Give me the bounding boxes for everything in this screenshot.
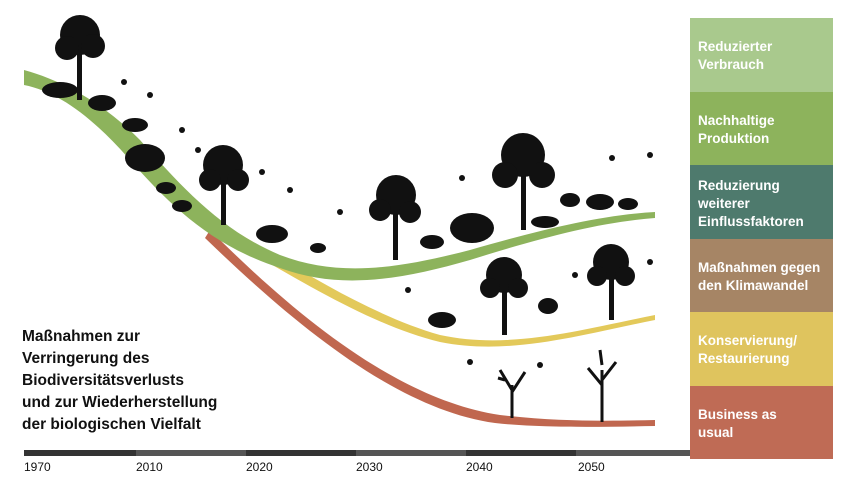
tree-icon xyxy=(587,244,635,320)
title-line: Maßnahmen zur xyxy=(22,328,140,345)
goat-icon xyxy=(618,198,638,210)
tree-icon xyxy=(369,175,421,260)
giraffe-icon xyxy=(538,298,558,314)
deer-icon xyxy=(420,235,444,249)
legend-label: den Klimawandel xyxy=(698,277,809,293)
legend-other-drivers: Reduzierung weiterer Einflussfaktoren xyxy=(690,165,833,239)
tree-icon xyxy=(199,145,249,225)
timeline-bar xyxy=(24,450,690,456)
bare-tree-icon xyxy=(497,349,618,422)
year-label: 2050 xyxy=(578,460,605,474)
wolf-icon xyxy=(172,200,192,212)
legend-climate: Maßnahmen gegen den Klimawandel xyxy=(690,238,833,312)
green-band xyxy=(24,70,655,281)
legend-sustainable-production: Nachhaltige Produktion xyxy=(690,91,833,165)
silhouettes xyxy=(42,15,653,422)
bird-flock xyxy=(121,79,653,368)
tree-icon xyxy=(55,15,105,100)
legend-label: Restaurierung xyxy=(698,351,790,366)
camel-icon xyxy=(88,95,116,111)
title-line: der biologischen Vielfalt xyxy=(22,416,201,433)
year-label: 2040 xyxy=(466,460,493,474)
legend: Reduzierter Verbrauch Nachhaltige Produk… xyxy=(690,18,833,459)
year-label: 2010 xyxy=(136,460,163,474)
elephant-icon xyxy=(450,213,494,243)
tree-icon xyxy=(480,257,528,335)
legend-label: Produktion xyxy=(698,130,770,146)
legend-label: Business as xyxy=(698,406,777,422)
title: Maßnahmen zur Verringerung des Biodivers… xyxy=(22,326,282,436)
cat-icon xyxy=(531,216,559,228)
legend-label: Verbrauch xyxy=(698,57,765,72)
year-label: 2030 xyxy=(356,460,383,474)
legend-label: usual xyxy=(698,424,734,440)
rhino-icon xyxy=(42,82,78,98)
year-label: 2020 xyxy=(246,460,273,474)
legend-label: Nachhaltige xyxy=(698,112,775,128)
giraffe-icon xyxy=(560,193,580,207)
boar-icon xyxy=(156,182,176,194)
camel-icon xyxy=(586,194,614,210)
title-line: Verringerung des xyxy=(22,350,150,367)
title-line: und zur Wiederherstellung xyxy=(22,394,218,411)
bird-icon xyxy=(310,243,326,253)
deer-icon xyxy=(428,312,456,328)
year-label: 1970 xyxy=(24,460,51,474)
elephant-icon xyxy=(125,144,165,172)
legend-label: Maßnahmen gegen xyxy=(698,259,821,275)
legend-reduced-consumption: Reduzierter Verbrauch xyxy=(690,18,833,92)
legend-label: Einflussfaktoren xyxy=(698,214,804,229)
legend-label: Konservierung/ xyxy=(698,333,798,348)
title-line: Biodiversitätsverlusts xyxy=(22,372,184,389)
legend-label: Reduzierung xyxy=(698,178,780,193)
camel-icon xyxy=(256,225,288,243)
legend-business-as-usual: Business as usual xyxy=(690,385,833,459)
giraffe-icon xyxy=(122,118,148,132)
legend-conservation: Konservierung/ Restaurierung xyxy=(690,312,833,386)
legend-label: weiterer xyxy=(698,196,750,211)
tree-icon xyxy=(492,133,555,230)
legend-label: Reduzierter xyxy=(698,39,773,54)
